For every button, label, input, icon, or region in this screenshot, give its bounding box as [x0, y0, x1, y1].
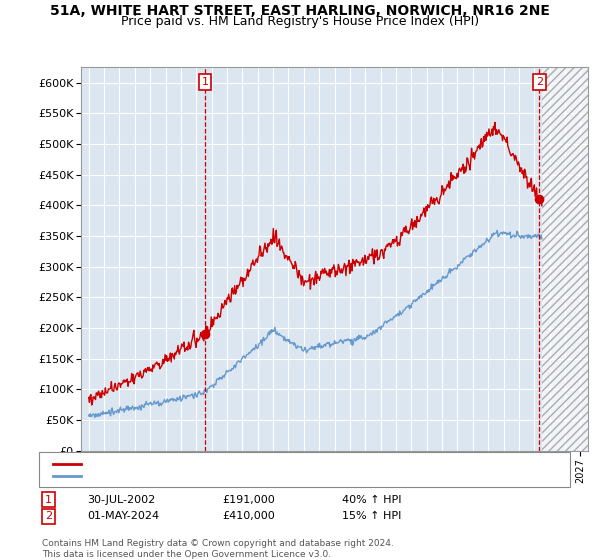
Text: Contains HM Land Registry data © Crown copyright and database right 2024.
This d: Contains HM Land Registry data © Crown c… — [42, 539, 394, 559]
Bar — [542, 67, 588, 451]
Text: Price paid vs. HM Land Registry's House Price Index (HPI): Price paid vs. HM Land Registry's House … — [121, 15, 479, 27]
Text: 30-JUL-2002: 30-JUL-2002 — [87, 494, 155, 505]
Bar — [542, 67, 588, 451]
Text: £191,000: £191,000 — [222, 494, 275, 505]
Text: 40% ↑ HPI: 40% ↑ HPI — [342, 494, 401, 505]
Text: 51A, WHITE HART STREET, EAST HARLING, NORWICH, NR16 2NE (detached house): 51A, WHITE HART STREET, EAST HARLING, NO… — [87, 459, 515, 469]
Text: 2: 2 — [536, 77, 543, 87]
Text: 1: 1 — [45, 494, 52, 505]
Text: 01-MAY-2024: 01-MAY-2024 — [87, 511, 159, 521]
Text: HPI: Average price, detached house, Breckland: HPI: Average price, detached house, Brec… — [87, 472, 332, 481]
Text: 15% ↑ HPI: 15% ↑ HPI — [342, 511, 401, 521]
Text: 2: 2 — [45, 511, 52, 521]
Text: 1: 1 — [202, 77, 209, 87]
Text: £410,000: £410,000 — [222, 511, 275, 521]
Text: 51A, WHITE HART STREET, EAST HARLING, NORWICH, NR16 2NE: 51A, WHITE HART STREET, EAST HARLING, NO… — [50, 4, 550, 18]
